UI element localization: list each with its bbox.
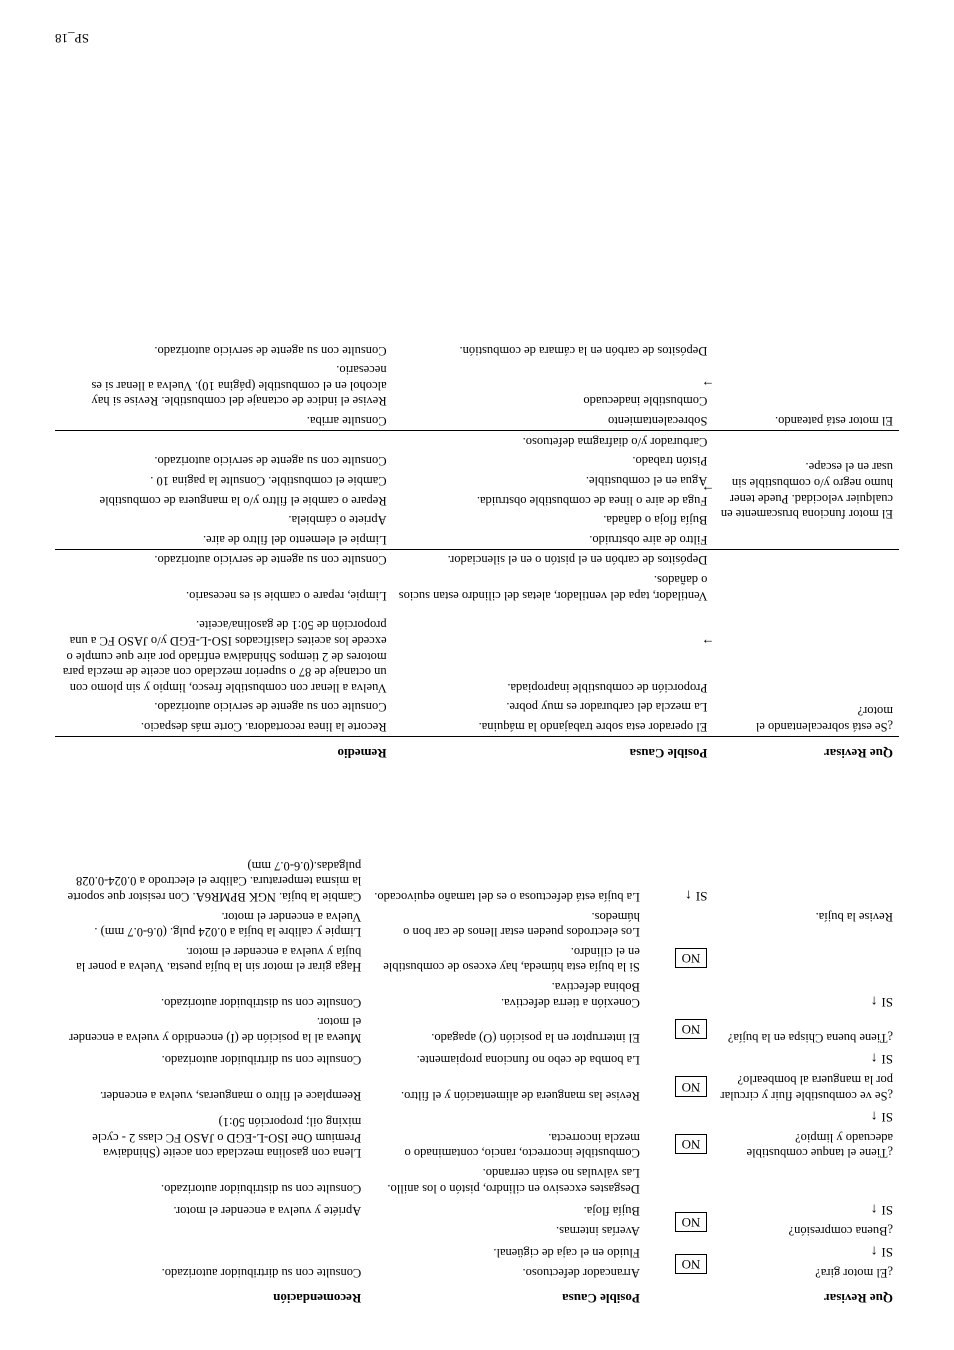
page-footer: SP_18	[55, 30, 89, 46]
t2-h2: Posible Causa	[393, 737, 714, 766]
check-compresion: ¿Buena compresión?	[713, 1220, 899, 1240]
check-bujia: Revise la bujía.	[713, 855, 899, 976]
arrow-right-icon: →	[701, 635, 714, 651]
t1-h3: Posible Causa	[367, 1282, 646, 1310]
no-box: NO	[675, 1254, 708, 1274]
check-tanque: ¿Tiene el tanque combustible adecuado y …	[713, 1127, 899, 1162]
troubleshoot-table-1: Que Revisar Posible Causa Recomendación …	[55, 855, 899, 1310]
check-motor-gira: ¿El motor gira?	[713, 1262, 899, 1282]
troubleshoot-table-2: Que Revisar Posible Causa Remedio ¿Se es…	[55, 340, 899, 765]
check-brusco: El motor funciona bruscamente en cualqui…	[721, 460, 893, 521]
t1-h4: Recomendación	[55, 1282, 367, 1310]
arrow-down-icon: ↑	[870, 1242, 877, 1260]
t2-h3: Remedio	[55, 737, 393, 766]
t2-h1: Que Revisar	[713, 737, 899, 766]
check-chispa: ¿Tiene buena Chispa en la bujía?	[713, 1012, 899, 1047]
check-fluir: ¿Se ve combustible fluir y circular por …	[713, 1070, 899, 1105]
t1-h1: Que Revisar	[713, 1282, 899, 1310]
check-pateando: El motor está pateando.	[775, 414, 893, 428]
check-sobrecal: ¿Se está sobrecalentando el motor?	[756, 705, 893, 735]
